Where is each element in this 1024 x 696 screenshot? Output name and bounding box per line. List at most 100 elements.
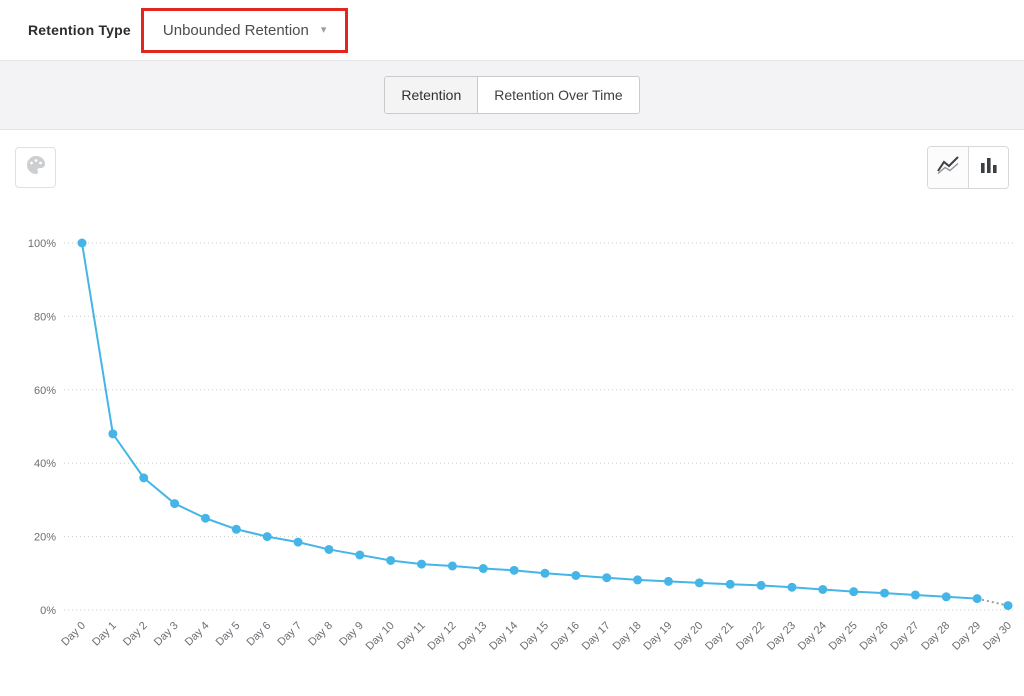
x-axis-tick-label: Day 10 xyxy=(364,620,397,653)
data-point[interactable] xyxy=(880,588,890,598)
data-point[interactable] xyxy=(355,550,365,560)
line-segment xyxy=(575,574,607,579)
data-point[interactable] xyxy=(293,537,303,547)
line-segment xyxy=(174,502,206,520)
x-axis-tick-label: Day 23 xyxy=(765,620,798,653)
line-segment xyxy=(761,584,792,589)
x-axis-tick-label: Day 29 xyxy=(950,620,983,653)
line-segment xyxy=(791,586,823,591)
x-axis-tick-label: Day 24 xyxy=(796,620,829,653)
x-axis-tick-label: Day 13 xyxy=(456,620,489,653)
line-segment xyxy=(452,564,484,570)
data-point[interactable] xyxy=(787,582,797,592)
x-axis-tick-label: Day 17 xyxy=(580,620,613,653)
line-segment xyxy=(328,548,360,556)
data-point[interactable] xyxy=(571,571,581,581)
line-segment xyxy=(143,477,176,505)
palette-button[interactable] xyxy=(15,147,56,188)
data-point[interactable] xyxy=(725,579,735,589)
x-axis-tick-label: Day 5 xyxy=(214,620,243,649)
data-point[interactable] xyxy=(941,592,951,602)
data-point[interactable] xyxy=(417,559,427,569)
view-tabs: Retention Retention Over Time xyxy=(384,76,640,114)
line-segment xyxy=(884,592,916,596)
x-axis-tick-label: Day 6 xyxy=(245,620,274,649)
line-segment xyxy=(606,576,638,581)
data-point[interactable] xyxy=(540,568,550,578)
data-point[interactable] xyxy=(509,565,519,575)
data-point[interactable] xyxy=(972,594,982,604)
retention-chart: 0% 20% 40% 60% 80% 100% Day 0 Day 1 Day 2 Day 3 Da… xyxy=(0,205,1024,696)
data-point[interactable] xyxy=(694,578,704,588)
line-segment xyxy=(514,569,546,575)
line-segment xyxy=(421,563,453,567)
data-point[interactable] xyxy=(108,429,118,439)
header: Retention Type Unbounded Retention ▾ xyxy=(0,0,1024,61)
bar-chart-button[interactable] xyxy=(968,147,1008,188)
x-axis-tick-label: Day 21 xyxy=(703,620,736,653)
tab-retention[interactable]: Retention xyxy=(385,77,478,113)
line-segment xyxy=(915,593,947,598)
x-axis-tick-label: Day 28 xyxy=(919,620,952,653)
y-axis-tick-label: 80% xyxy=(34,311,56,323)
y-axis-tick-label: 0% xyxy=(40,605,56,617)
line-chart-icon xyxy=(937,156,959,179)
data-point[interactable] xyxy=(77,238,87,248)
x-axis-tick-label: Day 19 xyxy=(641,620,674,653)
data-point[interactable] xyxy=(633,575,643,585)
line-segment xyxy=(236,528,268,538)
y-axis-tick-label: 60% xyxy=(34,385,56,397)
line-segment xyxy=(822,588,854,593)
data-point[interactable] xyxy=(478,564,488,574)
line-segment xyxy=(637,578,669,583)
data-point[interactable] xyxy=(447,561,457,571)
x-axis-tick-label: Day 26 xyxy=(858,620,891,653)
line-segment xyxy=(390,559,422,566)
tab-retention-over-time[interactable]: Retention Over Time xyxy=(477,77,639,113)
line-segment xyxy=(483,567,515,572)
x-axis-tick-label: Day 3 xyxy=(152,620,181,649)
line-segment xyxy=(976,597,1009,607)
data-point[interactable] xyxy=(663,576,673,586)
line-segment xyxy=(699,581,731,586)
line-segment xyxy=(853,590,885,595)
data-point[interactable] xyxy=(231,524,241,534)
data-point[interactable] xyxy=(386,555,396,565)
line-segment xyxy=(946,595,978,600)
line-segment xyxy=(112,433,145,479)
x-axis-tick-label: Day 12 xyxy=(425,620,458,653)
data-point[interactable] xyxy=(139,473,149,483)
retention-type-dropdown[interactable]: Unbounded Retention ▾ xyxy=(140,7,349,53)
x-axis-tick-label: Day 16 xyxy=(549,620,582,653)
data-point[interactable] xyxy=(324,544,334,554)
x-axis-tick-label: Day 18 xyxy=(611,620,644,653)
palette-icon xyxy=(25,154,47,181)
x-axis-tick-label: Day 11 xyxy=(395,620,428,653)
x-axis-tick-label: Day 25 xyxy=(827,620,860,653)
data-point[interactable] xyxy=(1003,601,1013,611)
x-axis-tick-label: Day 7 xyxy=(275,620,304,649)
retention-line-chart: 0%20%40%60%80%100%Day 0 Day 1 Day 2 Day 3 Da… xyxy=(28,238,1016,653)
x-axis-tick-label: Day 30 xyxy=(981,620,1014,653)
retention-type-value: Unbounded Retention xyxy=(162,21,309,39)
data-point[interactable] xyxy=(849,587,859,597)
line-segment xyxy=(668,580,700,584)
data-point[interactable] xyxy=(818,584,828,594)
data-point[interactable] xyxy=(910,590,920,600)
data-point[interactable] xyxy=(262,532,272,542)
data-point[interactable] xyxy=(756,580,766,590)
bar-chart-icon xyxy=(980,156,998,179)
line-segment xyxy=(205,517,237,531)
x-axis-tick-label: Day 15 xyxy=(518,620,551,653)
data-point[interactable] xyxy=(170,499,180,509)
x-axis-tick-label: Day 8 xyxy=(306,620,335,649)
x-axis-tick-label: Day 4 xyxy=(183,620,212,649)
y-axis-tick-label: 100% xyxy=(28,238,56,250)
y-axis-tick-label: 40% xyxy=(34,458,56,470)
data-point[interactable] xyxy=(602,573,612,583)
y-axis-tick-label: 20% xyxy=(34,532,56,544)
data-point[interactable] xyxy=(200,513,210,523)
line-chart-button[interactable] xyxy=(928,147,968,188)
x-axis-tick-label: Day 22 xyxy=(734,620,767,653)
retention-type-label: Retention Type xyxy=(28,22,131,38)
